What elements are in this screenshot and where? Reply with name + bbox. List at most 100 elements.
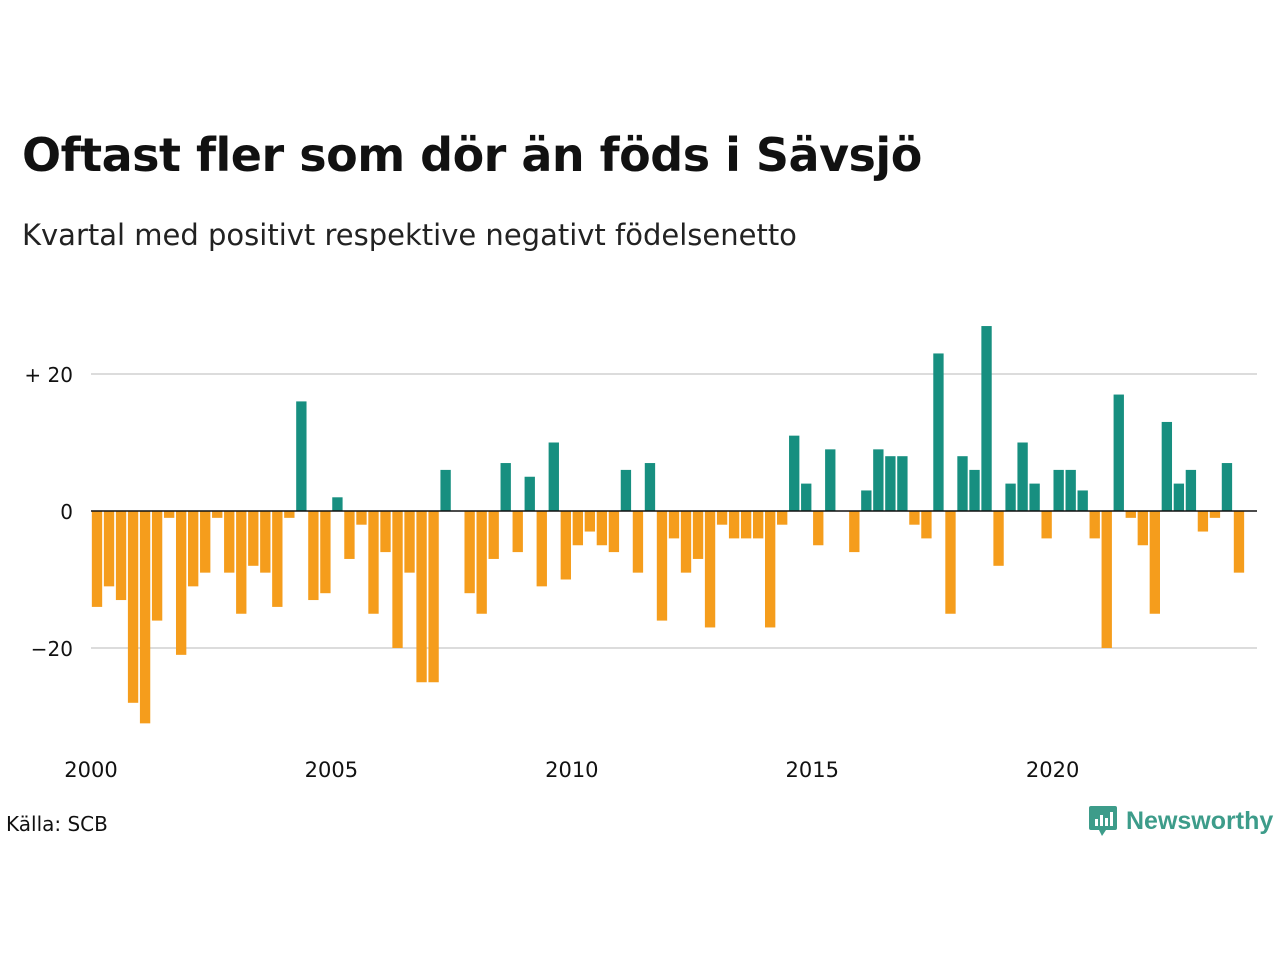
bar [500,463,511,511]
bar [813,511,824,546]
bar [1005,483,1016,511]
bar [380,511,391,553]
bar [1089,511,1100,539]
bar [849,511,860,553]
bar [1185,469,1197,511]
bar [716,511,728,525]
bar [1173,483,1185,511]
bar [548,442,559,511]
bar [260,511,271,573]
x-axis-labels: 2000 2005 2010 2015 2020 [64,758,1079,782]
bar [188,511,199,587]
bar [356,511,367,525]
bar [897,456,908,511]
bar [801,483,812,511]
bar [272,511,283,607]
bar [320,511,331,594]
bar [777,511,788,525]
bar [163,511,175,518]
bar [1029,483,1040,511]
bar [368,511,379,614]
bar [620,469,632,511]
newsworthy-logo-icon [1089,806,1117,836]
bar [212,511,223,518]
bar [464,511,475,594]
y-tick-label: + 20 [24,363,73,387]
bar [981,326,992,511]
bar [476,511,487,614]
bars [91,326,1245,724]
bar [1161,421,1173,511]
bar [632,511,644,573]
bar [945,511,956,614]
bar [861,490,872,511]
bar [644,463,656,511]
bar [885,456,896,511]
x-tick-label: 2005 [305,758,358,782]
brand-name: Newsworthy [1126,806,1274,835]
bar [344,511,355,559]
bar [608,511,620,553]
bar [139,511,151,724]
bar [1197,511,1209,532]
bar [740,511,752,539]
x-tick-label: 2000 [64,758,117,782]
bar [1101,511,1112,648]
bar [332,497,343,511]
chart-subtitle: Kvartal med positivt respektive negativt… [22,218,797,252]
chart-title: Oftast fler som dör än föds i Sävsjö [22,128,922,182]
bar [921,511,932,539]
bar [200,511,211,573]
bar [127,511,139,703]
bar [524,476,535,511]
bar [1065,469,1076,511]
y-axis-labels: + 20 0 −20 [24,363,73,661]
bar [1209,511,1221,518]
bar [752,511,764,539]
bar [284,511,295,518]
bar [1233,511,1245,573]
source-note: Källa: SCB [6,812,108,836]
bar [151,511,163,621]
bar [248,511,259,566]
bar [1077,490,1088,511]
bar [91,511,103,607]
bar [933,353,944,511]
x-tick-label: 2015 [786,758,839,782]
brand: Newsworthy [1088,804,1273,838]
bar [115,511,127,601]
x-tick-label: 2010 [545,758,598,782]
bar [668,511,680,539]
bar [416,511,427,683]
bar [1113,394,1124,511]
bar [765,511,776,628]
bar [873,449,884,511]
bar [680,511,692,573]
bar [957,456,968,511]
bar [1017,442,1028,511]
bar [1149,511,1160,614]
bar [308,511,319,601]
bar [993,511,1004,566]
bar [536,511,547,587]
bar [825,449,836,511]
bar [1137,511,1148,546]
bar [428,511,439,683]
bar [692,511,704,559]
bar [512,511,523,553]
bar [704,511,716,628]
bar [103,511,115,587]
bar [1125,511,1136,518]
y-tick-label: 0 [60,500,73,524]
bar [572,511,584,546]
bar [969,469,980,511]
bar [488,511,499,559]
bar [1053,469,1064,511]
bar [656,511,668,621]
bar [236,511,247,614]
bar [560,511,571,580]
bar [392,511,403,648]
bar [789,435,800,511]
bar [175,511,187,655]
